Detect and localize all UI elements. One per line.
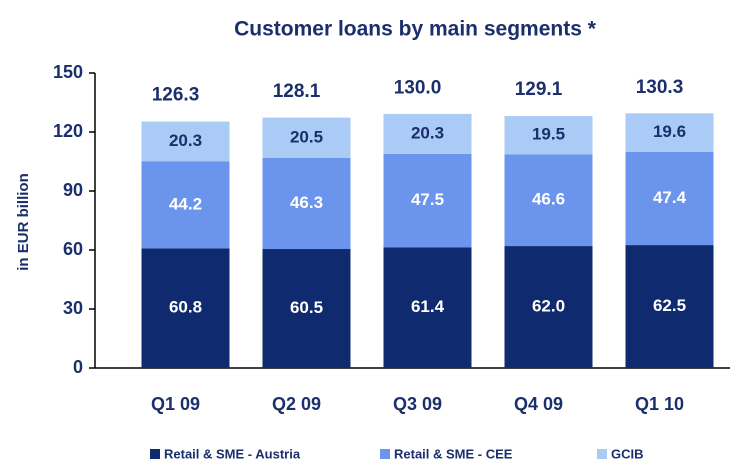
value-label: 20.3 xyxy=(411,123,444,142)
x-tick-label: Q1 09 xyxy=(151,394,200,414)
x-tick-label: Q4 09 xyxy=(514,394,563,414)
bar-segment xyxy=(262,249,351,368)
bar-segment xyxy=(262,117,351,158)
value-label: 46.6 xyxy=(532,190,565,209)
chart-title: Customer loans by main segments * xyxy=(234,18,597,41)
value-label: 60.5 xyxy=(290,298,323,317)
bar-segment xyxy=(383,153,472,248)
legend-label: Retail & SME - CEE xyxy=(394,446,513,461)
bar-segment xyxy=(504,246,593,368)
total-label: 129.1 xyxy=(515,79,563,100)
legend-swatch xyxy=(150,449,160,459)
bar-segment xyxy=(141,248,230,368)
bar-segment xyxy=(625,151,714,246)
x-tick-label: Q3 09 xyxy=(393,394,442,414)
bar-segment xyxy=(141,161,230,249)
y-tick-label: 30 xyxy=(63,298,83,318)
value-label: 46.3 xyxy=(290,193,323,212)
value-label: 19.6 xyxy=(653,122,686,141)
bar-segment xyxy=(504,154,593,247)
bar-segment xyxy=(262,157,351,250)
bar-segment xyxy=(383,113,472,154)
y-axis-label: in EUR billion xyxy=(15,173,32,271)
total-label: 130.3 xyxy=(636,77,684,98)
bar-segment xyxy=(141,121,230,162)
y-tick-label: 120 xyxy=(53,121,83,141)
legend-swatch xyxy=(380,449,390,459)
x-tick-label: Q1 10 xyxy=(635,394,684,414)
y-tick-label: 0 xyxy=(73,357,83,377)
legend-label: GCIB xyxy=(611,446,644,461)
value-label: 44.2 xyxy=(169,194,202,213)
value-label: 60.8 xyxy=(169,298,202,317)
total-label: 126.3 xyxy=(152,85,200,106)
value-label: 62.5 xyxy=(653,296,686,315)
y-tick-label: 60 xyxy=(63,239,83,259)
y-tick-label: 90 xyxy=(63,180,83,200)
legend-label: Retail & SME - Austria xyxy=(164,446,301,461)
total-label: 130.0 xyxy=(394,77,442,98)
y-tick-label: 150 xyxy=(53,62,83,82)
x-tick-label: Q2 09 xyxy=(272,394,321,414)
value-label: 20.3 xyxy=(169,131,202,150)
value-label: 47.5 xyxy=(411,190,444,209)
value-label: 20.5 xyxy=(290,127,323,146)
bar-segment xyxy=(504,116,593,155)
bar-segment xyxy=(625,245,714,368)
value-label: 19.5 xyxy=(532,125,565,144)
value-label: 61.4 xyxy=(411,297,445,316)
total-label: 128.1 xyxy=(273,81,321,102)
bar-segment xyxy=(625,113,714,152)
value-label: 47.4 xyxy=(653,188,687,207)
bar-segment xyxy=(383,247,472,368)
legend-swatch xyxy=(597,449,607,459)
value-label: 62.0 xyxy=(532,297,565,316)
